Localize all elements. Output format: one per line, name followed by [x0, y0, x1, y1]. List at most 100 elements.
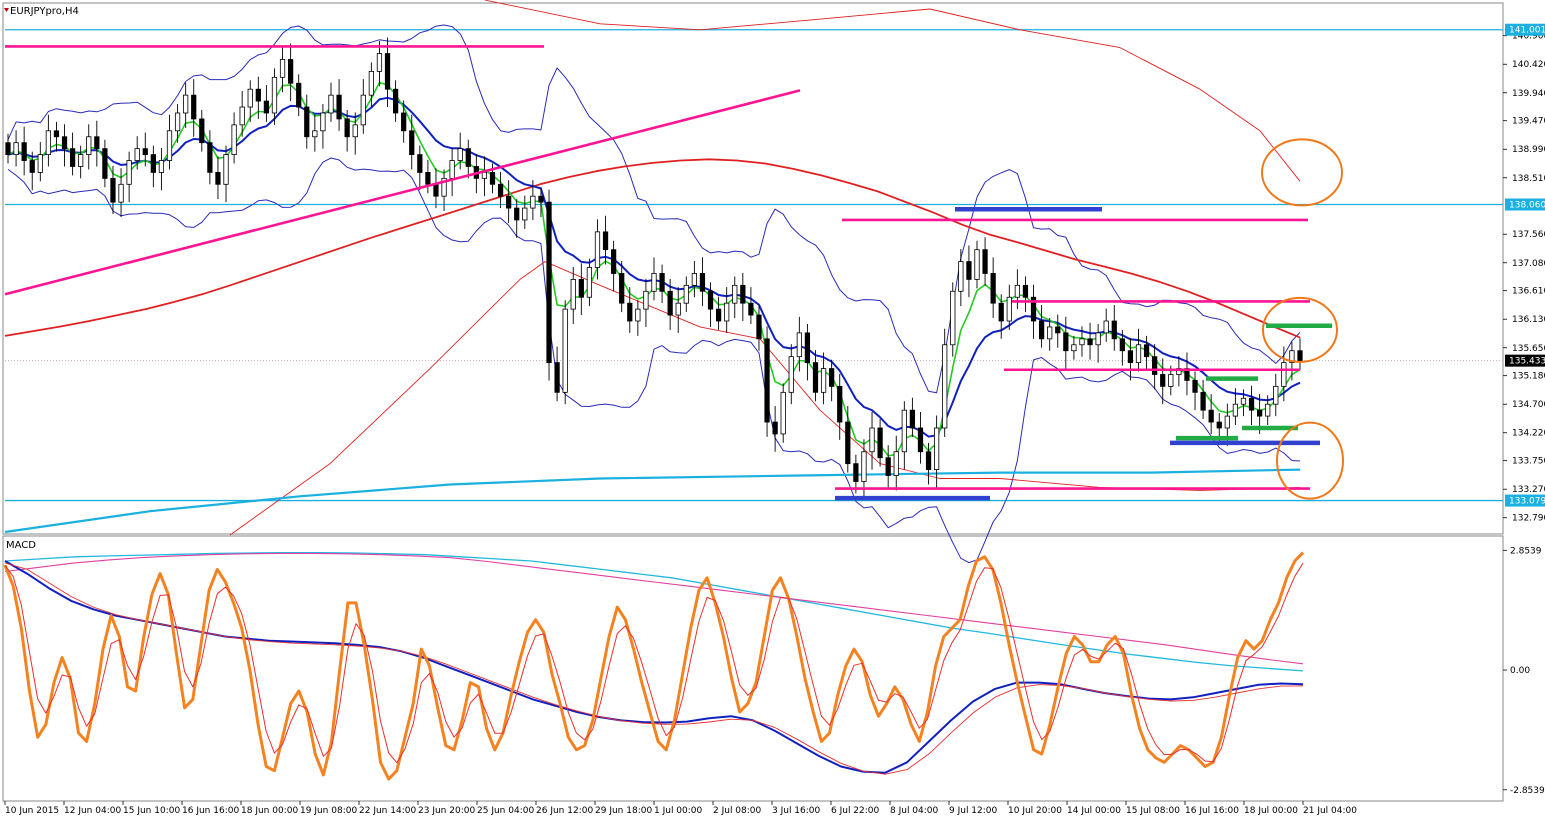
- candle-body-13: [110, 177, 116, 203]
- price-marker-box-3: [1505, 494, 1545, 507]
- chart-title: EURJPYpro,H4: [10, 6, 79, 17]
- candle-body-133: [1079, 338, 1085, 346]
- candle-body-147: [1192, 380, 1198, 393]
- macd-signal-line: [4, 562, 1304, 764]
- x-tick-label-17: 10 Jul 20:00: [1008, 806, 1062, 816]
- candle-body-87: [707, 290, 714, 310]
- price-tick-label-5: 138.510: [1512, 174, 1545, 184]
- candle-body-103: [837, 385, 843, 423]
- x-tick-label-15: 8 Jul 04:00: [890, 806, 939, 816]
- candle-body-10: [86, 136, 92, 155]
- macd-magenta-line: [4, 552, 1304, 665]
- x-tick-label-16: 9 Jul 12:00: [949, 806, 998, 816]
- candle-body-139: [1127, 350, 1134, 364]
- price-marker-box-1: [1505, 198, 1545, 211]
- candle-body-95: [772, 421, 778, 435]
- candle-body-1: [13, 142, 19, 155]
- candle-body-159: [1289, 350, 1295, 364]
- ema-long-cyan-line: [4, 468, 1301, 534]
- candle-body-99: [804, 332, 811, 364]
- candle-body-70: [570, 279, 576, 310]
- candle-body-57: [465, 148, 471, 167]
- price-tick-label-14: 133.750: [1512, 457, 1545, 467]
- candle-body-135: [1095, 332, 1101, 346]
- candle-body-88: [715, 308, 722, 322]
- candle-body-94: [764, 338, 770, 423]
- candle-body-108: [877, 427, 883, 459]
- candle-body-123: [998, 302, 1004, 322]
- price-marker-box-2: [1505, 354, 1545, 367]
- bollinger-upper-line: [7, 24, 1301, 394]
- candle-body-97: [788, 356, 794, 393]
- candle-body-158: [1281, 362, 1287, 387]
- macd-panel: [3, 551, 1305, 781]
- candle-body-75: [611, 249, 617, 274]
- candle-body-28: [231, 124, 237, 155]
- candle-body-66: [538, 195, 544, 203]
- candle-body-140: [1135, 344, 1142, 364]
- candle-body-16: [134, 148, 140, 161]
- candle-body-2: [21, 142, 27, 161]
- candle-body-151: [1224, 415, 1230, 429]
- x-tick-label-20: 16 Jul 16:00: [1185, 806, 1239, 816]
- candle-body-118: [958, 261, 964, 292]
- candle-body-157: [1273, 385, 1279, 405]
- x-tick-label-8: 25 Jun 04:00: [477, 806, 534, 816]
- price-tick-label-1: 140.420: [1512, 60, 1545, 70]
- candle-body-152: [1232, 403, 1239, 417]
- candle-body-109: [885, 457, 891, 476]
- candle-body-124: [1006, 296, 1012, 322]
- x-tick-label-22: 21 Jul 04:00: [1303, 806, 1357, 816]
- candle-body-104: [845, 421, 851, 465]
- symbol-dropdown-icon[interactable]: [4, 8, 9, 12]
- candle-body-149: [1208, 409, 1214, 423]
- candle-body-155: [1257, 409, 1263, 417]
- candle-body-5: [45, 130, 51, 155]
- candle-body-54: [441, 177, 447, 197]
- candle-body-138: [1119, 338, 1125, 352]
- candle-body-34: [279, 59, 286, 78]
- highlight-circle-1: [1262, 296, 1338, 363]
- x-tick-label-0: 10 Jun 2015: [5, 806, 59, 816]
- candle-body-101: [820, 368, 827, 393]
- candle-body-31: [255, 88, 261, 102]
- candle-body-160: [1297, 350, 1303, 362]
- price-tick-label-11: 135.180: [1512, 372, 1545, 382]
- candle-body-72: [586, 267, 593, 298]
- candle-body-19: [158, 160, 165, 173]
- price-tick-label-13: 134.220: [1512, 429, 1545, 439]
- x-tick-label-13: 3 Jul 16:00: [772, 806, 821, 816]
- candle-body-77: [627, 302, 633, 322]
- candle-body-144: [1168, 374, 1174, 387]
- candle-body-35: [288, 59, 294, 84]
- x-tick-label-4: 18 Jun 00:00: [241, 806, 298, 816]
- price-tick-label-4: 138.990: [1512, 145, 1545, 155]
- candle-body-52: [425, 172, 431, 185]
- candle-body-11: [94, 136, 100, 150]
- candle-body-60: [489, 172, 496, 185]
- candle-body-39: [320, 112, 326, 132]
- x-tick-label-9: 26 Jun 12:00: [536, 806, 593, 816]
- candle-body-153: [1240, 397, 1247, 405]
- candle-body-90: [732, 284, 738, 304]
- price-tick-label-7: 137.080: [1512, 259, 1545, 269]
- candle-body-89: [724, 302, 730, 322]
- candle-body-128: [1038, 320, 1045, 340]
- candle-body-76: [619, 273, 625, 304]
- candle-body-59: [481, 172, 488, 179]
- candle-body-126: [1022, 284, 1029, 298]
- candle-body-36: [296, 82, 302, 108]
- candle-body-79: [643, 290, 649, 310]
- price-panel: [4, 0, 1503, 564]
- candle-body-82: [667, 290, 673, 316]
- candle-body-18: [150, 154, 156, 173]
- candle-body-33: [271, 76, 278, 114]
- candle-body-40: [328, 94, 334, 114]
- candle-body-119: [966, 261, 972, 280]
- candle-body-29: [239, 106, 245, 126]
- x-tick-label-3: 16 Jun 16:00: [182, 806, 239, 816]
- candle-body-102: [829, 368, 835, 387]
- candle-body-125: [1014, 284, 1020, 298]
